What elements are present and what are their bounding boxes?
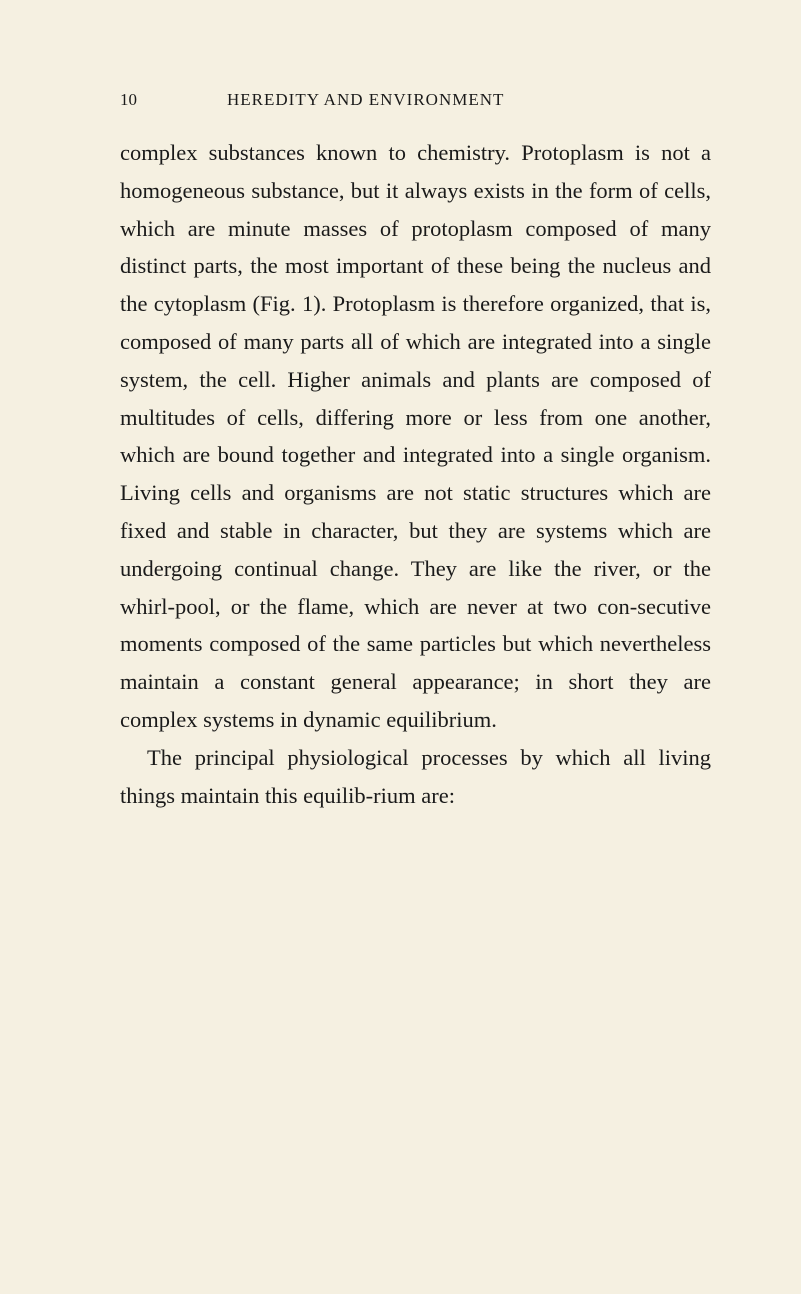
paragraph-2: The principal physiological processes by… [120, 739, 711, 815]
page-header: 10 HEREDITY AND ENVIRONMENT [120, 90, 711, 110]
page-number: 10 [120, 90, 137, 110]
body-text: complex substances known to chemistry. P… [120, 134, 711, 814]
paragraph-1: complex substances known to chemistry. P… [120, 134, 711, 739]
page-title: HEREDITY AND ENVIRONMENT [227, 90, 504, 110]
